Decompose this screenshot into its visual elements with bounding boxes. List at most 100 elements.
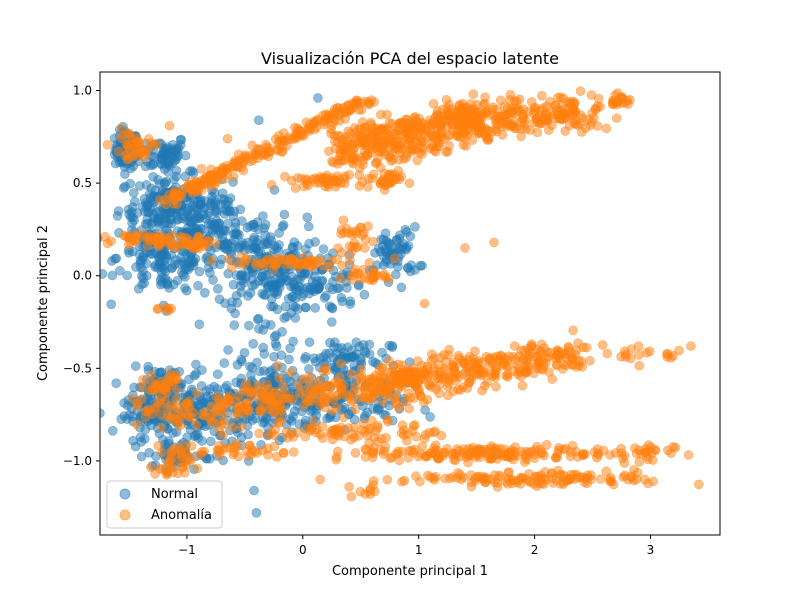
scatter-point-normal — [304, 337, 315, 348]
scatter-point-normal — [136, 262, 146, 273]
scatter-point-anomalia — [346, 369, 357, 380]
scatter-point-anomalia — [463, 354, 474, 365]
scatter-point-anomalia — [648, 476, 659, 487]
scatter-point-normal — [370, 248, 380, 258]
scatter-point-anomalia — [152, 304, 163, 315]
scatter-point-anomalia — [360, 444, 371, 454]
scatter-point-anomalia — [382, 414, 393, 425]
scatter-point-anomalia — [666, 448, 676, 459]
scatter-point-anomalia — [354, 170, 365, 180]
scatter-point-anomalia — [346, 491, 357, 502]
scatter-point-anomalia — [401, 114, 411, 125]
y-axis-label: Componente principal 2 — [36, 225, 51, 381]
scatter-point-anomalia — [639, 474, 650, 485]
scatter-point-anomalia — [350, 242, 361, 253]
scatter-point-anomalia — [346, 146, 356, 157]
scatter-point-anomalia — [393, 144, 404, 155]
scatter-point-normal — [266, 279, 277, 290]
scatter-point-anomalia — [449, 372, 460, 383]
scatter-point-anomalia — [278, 380, 288, 391]
scatter-point-anomalia — [452, 131, 463, 142]
scatter-point-anomalia — [368, 480, 378, 491]
scatter-point-anomalia — [399, 365, 409, 376]
scatter-point-anomalia — [619, 450, 630, 461]
scatter-point-normal — [342, 282, 352, 293]
scatter-point-normal — [229, 320, 240, 330]
scatter-point-anomalia — [393, 446, 404, 457]
scatter-point-anomalia — [498, 360, 509, 370]
chart-title: Visualización PCA del espacio latente — [261, 49, 559, 68]
scatter-point-anomalia — [439, 134, 450, 144]
scatter-point-anomalia — [205, 171, 216, 181]
scatter-point-anomalia — [339, 228, 349, 238]
y-tick-label: 0.5 — [73, 176, 92, 190]
scatter-point-anomalia — [495, 95, 506, 106]
scatter-point-anomalia — [378, 396, 388, 407]
x-tick-label: 3 — [647, 543, 655, 557]
scatter-point-anomalia — [354, 181, 365, 191]
scatter-point-anomalia — [462, 107, 473, 117]
scatter-point-normal — [140, 219, 151, 229]
scatter-point-anomalia — [370, 158, 381, 168]
scatter-point-anomalia — [490, 443, 501, 454]
scatter-point-anomalia — [160, 383, 170, 393]
scatter-point-anomalia — [432, 446, 443, 456]
scatter-point-normal — [122, 400, 133, 411]
scatter-point-anomalia — [290, 183, 301, 193]
scatter-point-anomalia — [212, 391, 222, 402]
scatter-point-normal — [145, 249, 155, 259]
scatter-point-anomalia — [558, 93, 569, 104]
scatter-point-anomalia — [206, 401, 217, 412]
scatter-point-normal — [188, 168, 199, 178]
scatter-point-anomalia — [442, 390, 453, 401]
scatter-point-anomalia — [683, 450, 694, 460]
scatter-point-normal — [232, 297, 243, 308]
scatter-point-normal — [120, 181, 130, 192]
scatter-point-anomalia — [321, 365, 332, 376]
scatter-point-normal — [124, 209, 134, 220]
scatter-point-anomalia — [442, 146, 453, 157]
scatter-point-normal — [294, 281, 304, 292]
scatter-point-normal — [136, 451, 147, 462]
scatter-point-anomalia — [428, 427, 439, 438]
scatter-point-normal — [194, 319, 205, 330]
scatter-point-anomalia — [432, 106, 443, 116]
scatter-point-normal — [405, 231, 416, 242]
scatter-point-anomalia — [291, 129, 301, 139]
scatter-point-anomalia — [403, 453, 414, 463]
scatter-point-anomalia — [537, 91, 547, 101]
scatter-point-anomalia — [566, 108, 577, 119]
scatter-point-normal — [326, 317, 337, 327]
scatter-point-anomalia — [386, 131, 396, 141]
scatter-point-anomalia — [358, 159, 368, 170]
scatter-point-anomalia — [326, 128, 336, 139]
scatter-point-anomalia — [487, 452, 497, 463]
scatter-point-anomalia — [338, 412, 349, 423]
scatter-point-normal — [279, 209, 290, 220]
scatter-point-anomalia — [430, 471, 441, 482]
scatter-point-normal — [176, 252, 186, 263]
scatter-point-normal — [260, 220, 271, 230]
scatter-point-anomalia — [575, 86, 586, 96]
scatter-point-anomalia — [634, 360, 645, 371]
scatter-point-anomalia — [356, 133, 367, 144]
scatter-point-normal — [142, 201, 152, 212]
scatter-point-normal — [321, 291, 331, 301]
scatter-point-anomalia — [225, 442, 236, 453]
scatter-point-anomalia — [634, 350, 644, 360]
scatter-point-anomalia — [186, 441, 197, 451]
scatter-point-normal — [318, 244, 329, 254]
scatter-point-normal — [182, 215, 192, 226]
scatter-point-normal — [238, 278, 249, 288]
scatter-point-anomalia — [571, 362, 582, 372]
scatter-point-anomalia — [385, 453, 396, 463]
scatter-point-anomalia — [552, 360, 563, 371]
scatter-point-anomalia — [280, 135, 291, 146]
scatter-point-normal — [193, 280, 203, 291]
scatter-point-anomalia — [302, 259, 313, 270]
scatter-point-normal — [310, 237, 321, 247]
scatter-point-anomalia — [158, 232, 169, 242]
scatter-point-anomalia — [424, 380, 434, 391]
scatter-point-anomalia — [396, 428, 407, 438]
